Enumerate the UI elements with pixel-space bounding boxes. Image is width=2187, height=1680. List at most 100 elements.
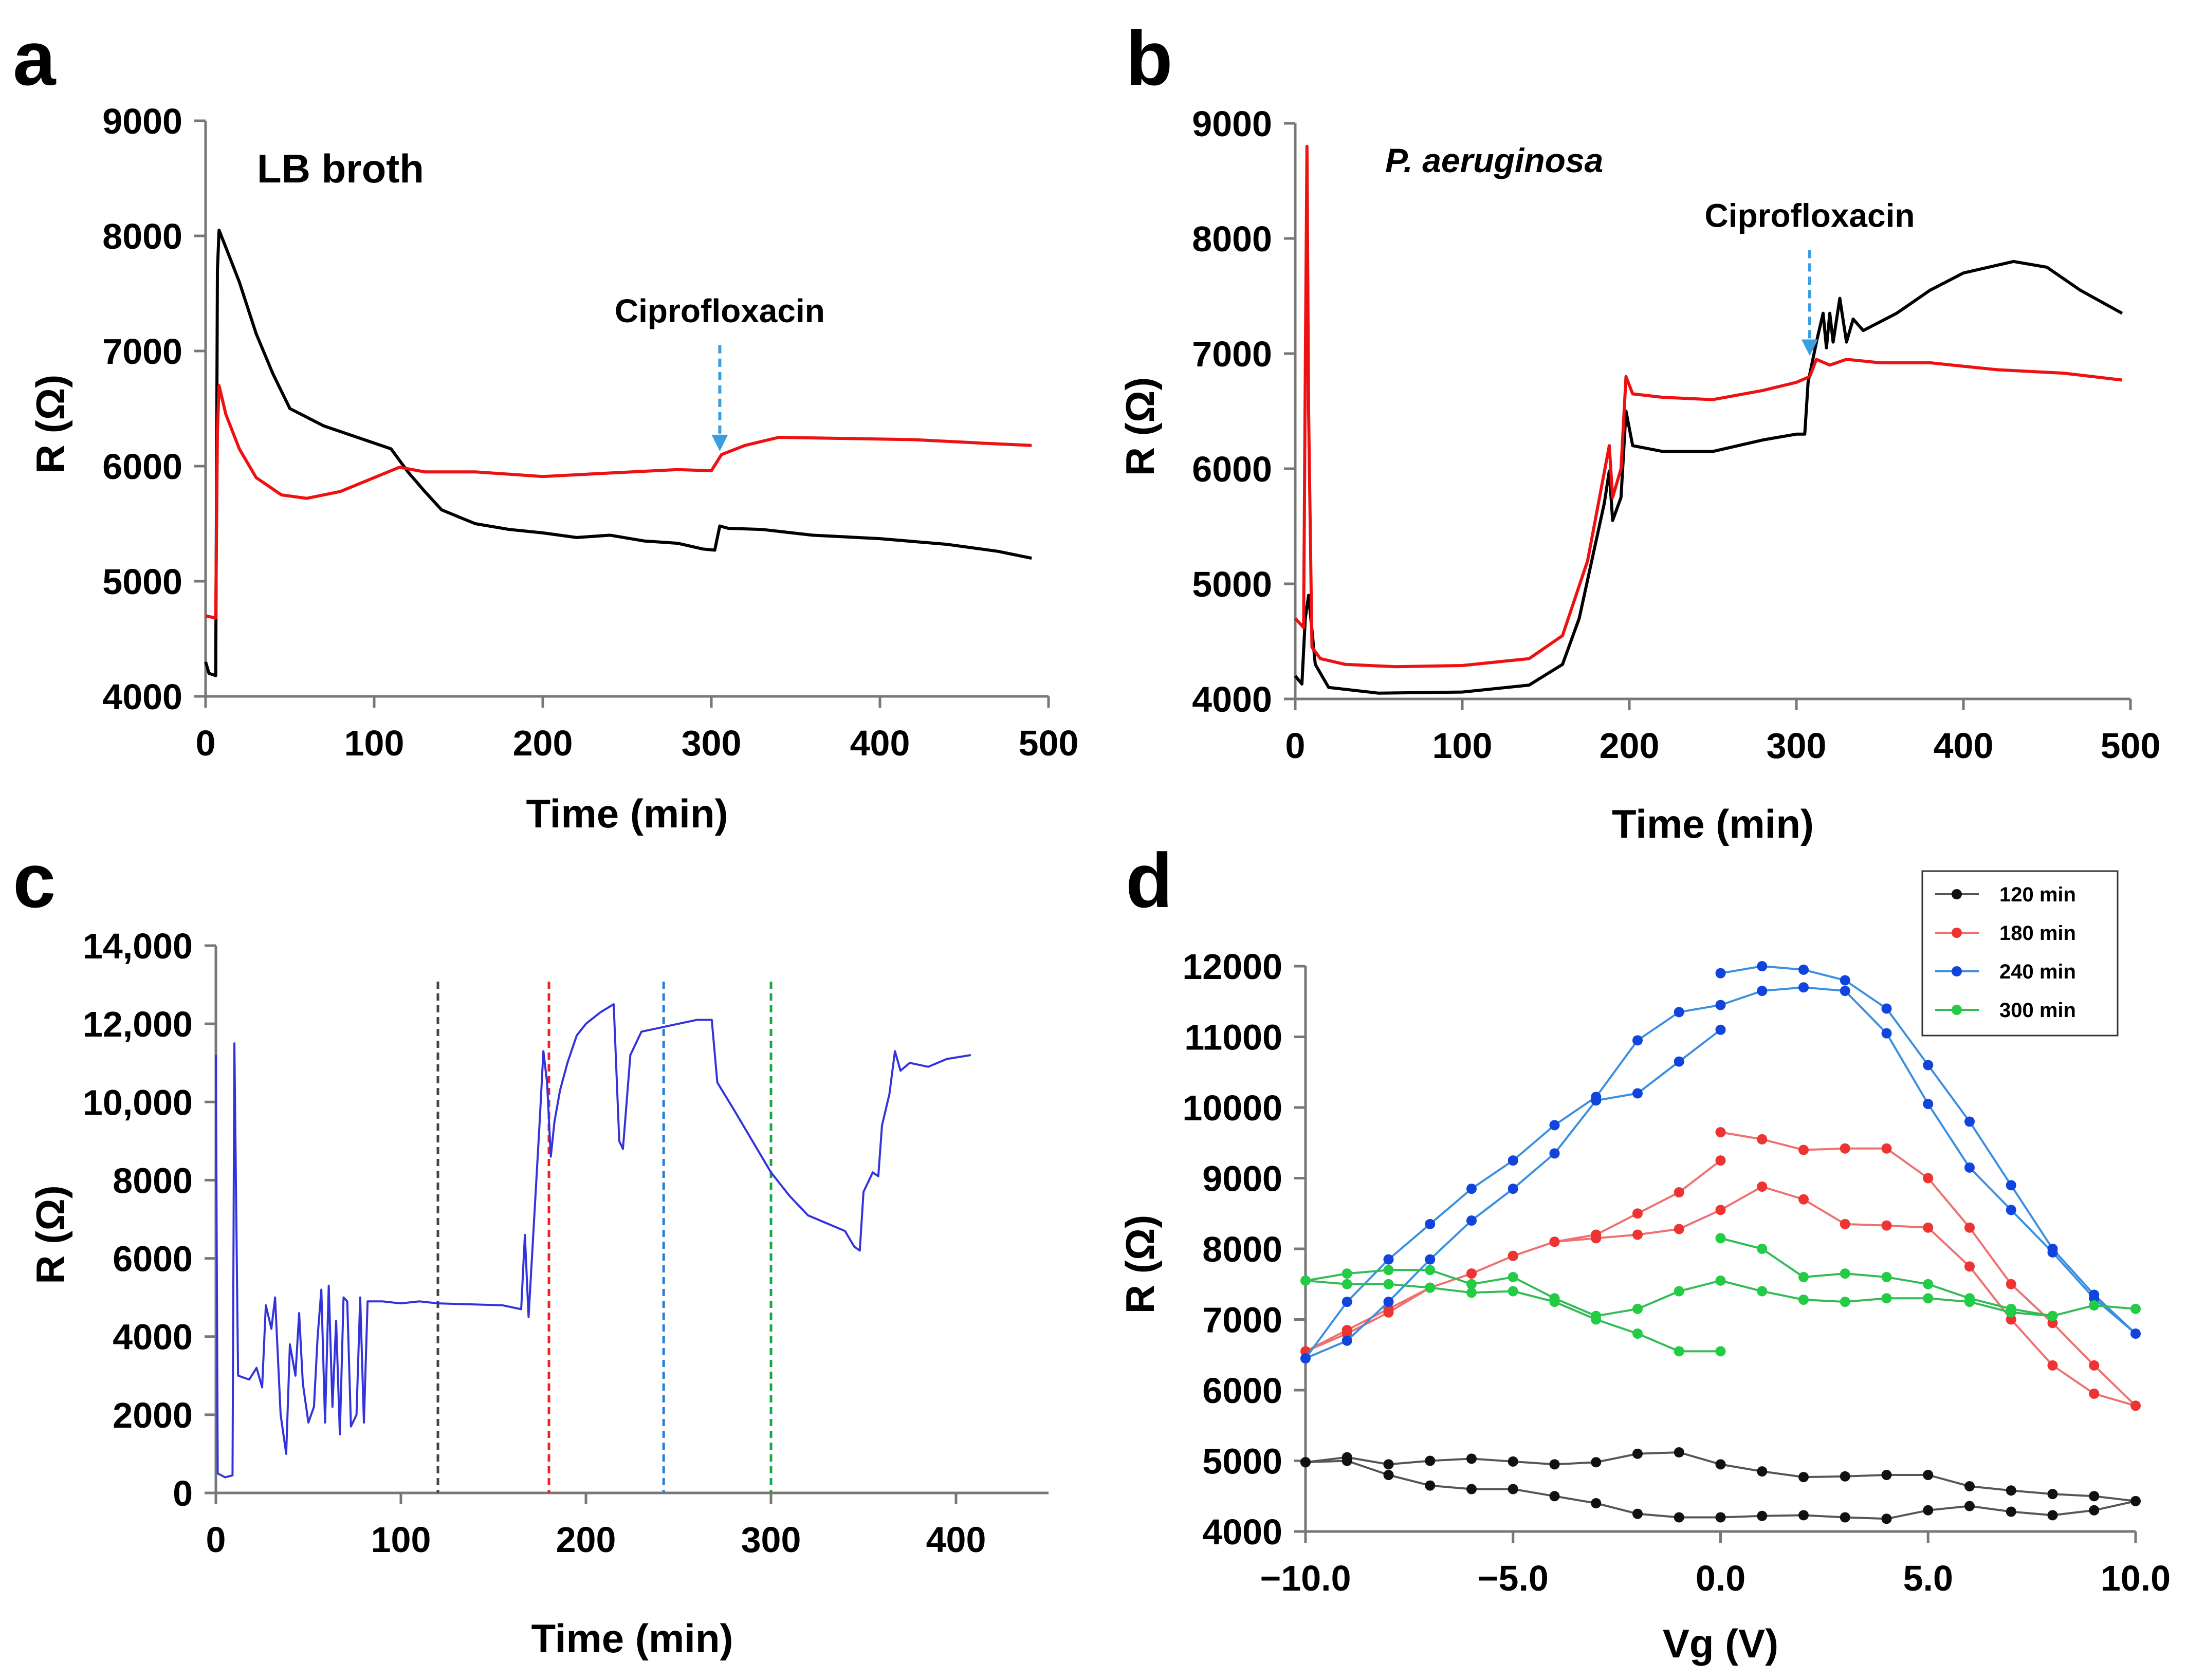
data-point — [1466, 1215, 1477, 1226]
x-tick-label: 400 — [926, 1520, 986, 1560]
data-point — [2047, 1510, 2058, 1521]
series-line-red — [1294, 144, 2123, 669]
x-axis-label: Time (min) — [526, 791, 728, 836]
data-point — [1591, 1457, 1602, 1468]
y-tick-label: 8000 — [102, 216, 182, 256]
data-point — [1881, 1003, 1892, 1014]
data-point — [2130, 1303, 2141, 1314]
data-point — [1508, 1456, 1518, 1467]
data-point — [2047, 1360, 2058, 1371]
x-tick-label: 500 — [2101, 726, 2161, 766]
y-tick-label: 10,000 — [83, 1082, 193, 1122]
data-point — [1341, 1297, 1352, 1307]
data-point — [1591, 1095, 1602, 1106]
data-point — [1425, 1282, 1436, 1293]
data-point — [1383, 1459, 1394, 1470]
data-point — [1674, 1187, 1684, 1197]
legend-entry: 120 min — [1999, 883, 2076, 906]
y-tick-label: 14,000 — [83, 926, 193, 966]
x-tick-label: 10.0 — [2101, 1558, 2171, 1598]
data-point — [1674, 1056, 1684, 1067]
data-point — [1341, 1328, 1352, 1339]
data-point — [1923, 1293, 1934, 1304]
y-axis-label: R (Ω) — [1117, 1215, 1163, 1314]
x-tick-label: 100 — [344, 723, 405, 763]
legend-entry: 240 min — [1999, 961, 2076, 983]
data-point — [1923, 1279, 1934, 1289]
data-point — [1757, 1510, 1768, 1521]
data-point — [1715, 1024, 1726, 1035]
y-tick-label: 8000 — [1202, 1229, 1282, 1269]
data-point — [1715, 1275, 1726, 1286]
data-point — [1840, 1268, 1850, 1279]
data-point — [1757, 1286, 1768, 1297]
y-tick-label: 6000 — [1202, 1371, 1282, 1411]
series-line-red — [205, 384, 1032, 620]
data-point — [1383, 1254, 1394, 1265]
data-point — [1425, 1254, 1436, 1265]
data-point — [1881, 1513, 1892, 1524]
data-point — [2089, 1360, 2100, 1371]
data-point — [1632, 1508, 1643, 1519]
x-tick-label: 100 — [371, 1520, 431, 1560]
panel-label-d: d — [1126, 837, 1173, 924]
x-tick-label: 200 — [556, 1520, 616, 1560]
data-point — [1798, 1510, 1809, 1521]
data-point — [1715, 1346, 1726, 1357]
x-tick-label: −10.0 — [1260, 1558, 1351, 1598]
data-point — [2089, 1491, 2100, 1502]
data-point — [1840, 1297, 1850, 1307]
y-tick-label: 5000 — [1192, 564, 1272, 604]
chart-panel-d: −10.0 −5.0 0.0 5.0 10.0 4000 5000 6000 7000 8000 9… — [1117, 870, 2171, 1666]
data-point — [1881, 1272, 1892, 1282]
data-point — [1881, 1293, 1892, 1304]
y-axis-label: R (Ω) — [28, 375, 73, 474]
y-tick-label: 6000 — [1192, 449, 1272, 489]
data-point — [1632, 1229, 1643, 1240]
series-line-black — [204, 228, 1032, 677]
data-point — [1757, 1466, 1768, 1477]
x-axis-label: Vg (V) — [1663, 1621, 1778, 1666]
data-point — [1923, 1470, 1934, 1480]
x-tick-label: 0 — [196, 723, 216, 763]
data-point — [2089, 1505, 2100, 1516]
y-tick-label: 9000 — [1202, 1159, 1282, 1199]
data-point — [1798, 1472, 1809, 1483]
data-point — [1840, 1143, 1850, 1154]
data-point — [1964, 1297, 1975, 1307]
legend-entry: 300 min — [1999, 999, 2076, 1022]
data-point — [1757, 986, 1768, 996]
data-point — [1383, 1307, 1394, 1318]
x-axis-label: Time (min) — [531, 1616, 733, 1661]
data-point — [1964, 1222, 1975, 1233]
data-point — [2130, 1400, 2141, 1411]
data-point — [1840, 1471, 1850, 1482]
data-point — [1840, 1512, 1850, 1523]
y-tick-label: 8000 — [113, 1160, 193, 1201]
data-point — [1757, 1244, 1768, 1254]
x-tick-label: 200 — [1600, 726, 1660, 766]
data-point — [1508, 1155, 1518, 1166]
data-point — [2006, 1485, 2016, 1496]
data-point — [1674, 1007, 1684, 1018]
data-point — [1632, 1208, 1643, 1219]
x-tick-label: 300 — [741, 1520, 801, 1560]
data-point — [1798, 1144, 1809, 1155]
data-point — [1923, 1060, 1934, 1070]
data-point — [1425, 1265, 1436, 1276]
data-point — [1715, 1233, 1726, 1244]
data-point — [1674, 1447, 1684, 1457]
data-point — [2089, 1293, 2100, 1304]
data-point — [1466, 1268, 1477, 1279]
data-point — [1798, 982, 1809, 993]
data-point — [1549, 1297, 1560, 1307]
x-tick-label: −5.0 — [1478, 1558, 1549, 1598]
chart-panel-c: 0 100 200 300 4000200040006000800010,00012,0… — [28, 926, 1049, 1661]
x-tick-label: 300 — [1767, 726, 1827, 766]
y-tick-label: 4000 — [1202, 1512, 1282, 1552]
data-point — [2130, 1328, 2141, 1339]
data-point — [1466, 1184, 1477, 1194]
data-point — [1840, 975, 1850, 986]
legend-swatch-marker — [1952, 928, 1962, 938]
data-point — [1840, 986, 1850, 996]
